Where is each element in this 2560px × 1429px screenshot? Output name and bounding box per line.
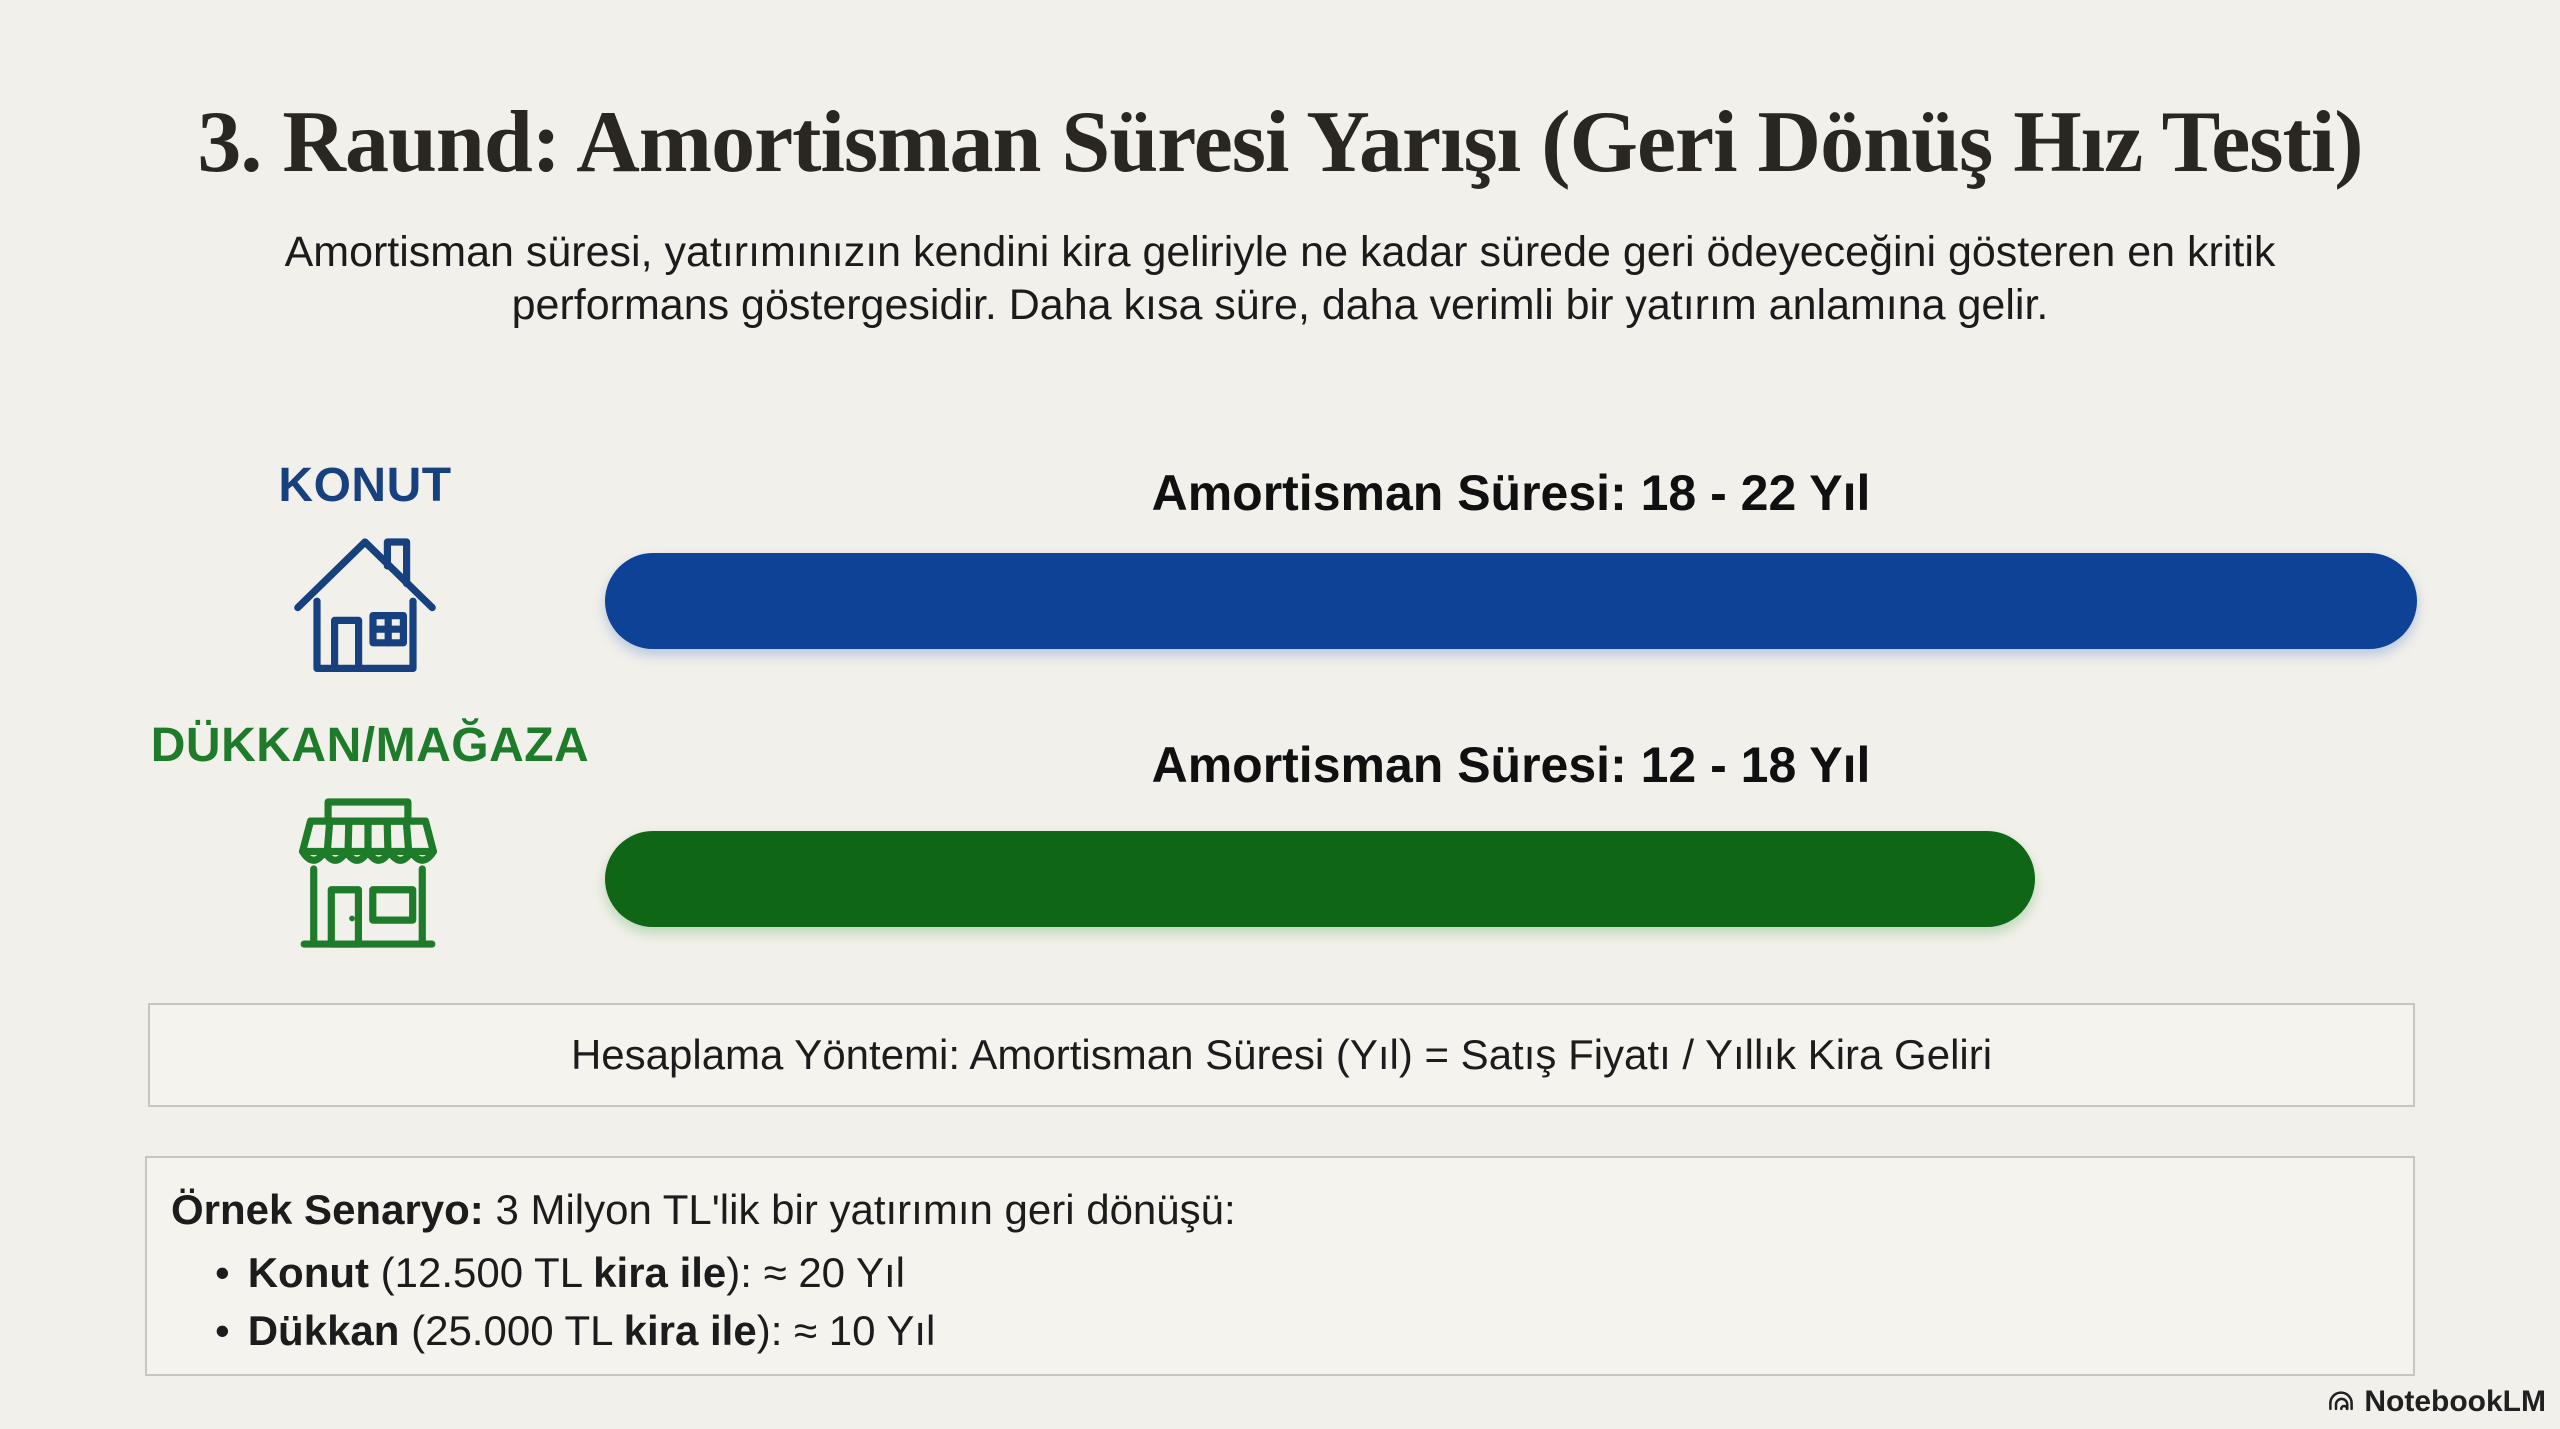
scenario-item-post: ): ≈ 20 Yıl: [726, 1249, 905, 1296]
subtitle-line-2: performans göstergesidir. Daha kısa süre…: [511, 281, 2049, 329]
scenario-item-name: Konut: [247, 1249, 370, 1296]
scenario-item-text: Dükkan (25.000 TL kira ile): ≈ 10 Yıl: [248, 1302, 936, 1360]
scenario-box: Örnek Senaryo: 3 Milyon TL'lik bir yatır…: [145, 1156, 2415, 1376]
page-subtitle: Amortisman süresi, yatırımınızın kendini…: [105, 226, 2455, 332]
dukkan-duration-bar: [605, 831, 2035, 927]
notebooklm-watermark: NotebookLM: [2326, 1385, 2546, 1419]
bullet-icon: •: [215, 1307, 230, 1354]
storefront-icon: [288, 794, 448, 965]
scenario-item-bold: kira ile: [623, 1307, 757, 1354]
scenario-list: • Konut (12.500 TL kira ile): ≈ 20 Yıl •…: [171, 1244, 2385, 1360]
dukkan-label: DÜKKAN/MAĞAZA: [150, 719, 590, 772]
list-item: • Dükkan (25.000 TL kira ile): ≈ 10 Yıl: [215, 1302, 2385, 1360]
scenario-item-pre: (25.000 TL: [399, 1307, 624, 1354]
bullet-icon: •: [215, 1249, 230, 1296]
konut-label: KONUT: [278, 459, 452, 512]
scenario-item-post: ): ≈ 10 Yıl: [756, 1307, 936, 1354]
scenario-intro-heading: Örnek Senaryo:: [171, 1186, 484, 1233]
dukkan-duration-label: Amortisman Süresi: 12 - 18 Yıl: [1151, 737, 1871, 793]
scenario-item-text: Konut (12.500 TL kira ile): ≈ 20 Yıl: [248, 1244, 905, 1302]
scenario-item-name: Dükkan: [247, 1307, 400, 1354]
konut-duration-bar: [605, 553, 2417, 649]
formula-box: Hesaplama Yöntemi: Amortisman Süresi (Yı…: [148, 1003, 2415, 1107]
formula-text: Hesaplama Yöntemi: Amortisman Süresi (Yı…: [570, 1031, 1993, 1078]
subtitle-line-1: Amortisman süresi, yatırımınızın kendini…: [284, 228, 2276, 276]
notebooklm-brand-text: NotebookLM: [2364, 1385, 2546, 1418]
house-icon: [285, 518, 445, 683]
scenario-intro-text: 3 Milyon TL'lik bir yatırımın geri dönüş…: [483, 1186, 1236, 1233]
notebooklm-logo-icon: [2326, 1387, 2356, 1417]
list-item: • Konut (12.500 TL kira ile): ≈ 20 Yıl: [215, 1244, 2385, 1302]
page-title: 3. Raund: Amortisman Süresi Yarışı (Geri…: [197, 94, 2363, 191]
scenario-item-pre: (12.500 TL: [369, 1249, 594, 1296]
konut-duration-label: Amortisman Süresi: 18 - 22 Yıl: [1151, 465, 1871, 521]
scenario-intro: Örnek Senaryo: 3 Milyon TL'lik bir yatır…: [171, 1182, 2385, 1238]
scenario-item-bold: kira ile: [593, 1249, 727, 1296]
